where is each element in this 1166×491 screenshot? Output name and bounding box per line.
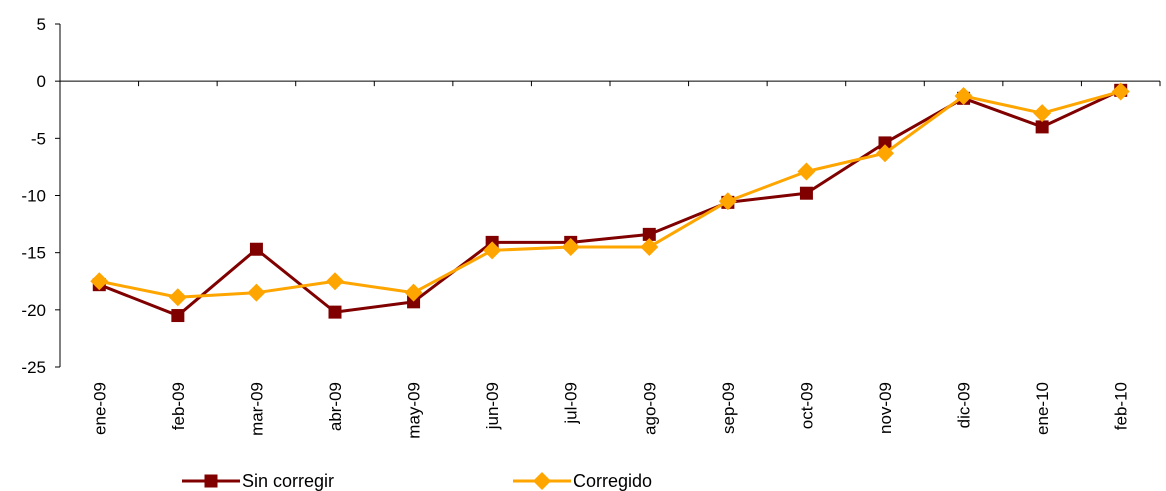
data-point: [640, 237, 659, 256]
data-point: [328, 305, 342, 319]
data-point: [1111, 82, 1130, 101]
legend-label: Sin corregir: [242, 471, 334, 491]
data-point: [954, 87, 973, 106]
series-line: [98, 90, 1122, 299]
y-tick-label: -5: [31, 129, 46, 148]
data-point: [483, 241, 502, 260]
legend-marker: [204, 474, 218, 488]
axes: [59, 24, 1160, 367]
data-point: [799, 186, 813, 200]
x-tick-label: ago-09: [640, 382, 659, 435]
x-tick-label: jun-09: [483, 382, 502, 430]
data-point: [326, 272, 344, 291]
x-tick-label: nov-09: [876, 382, 895, 434]
data-point: [1035, 120, 1049, 134]
series-sin-corregir: [92, 83, 1128, 323]
data-point: [407, 295, 421, 309]
legend-label: Corregido: [573, 471, 652, 491]
x-tick-label: feb-09: [169, 382, 188, 430]
data-point: [797, 162, 816, 181]
x-tick-label: ene-10: [1033, 382, 1052, 435]
legend-marker: [533, 472, 551, 490]
data-point: [90, 272, 109, 291]
y-tick-label: 0: [37, 72, 46, 91]
series-layer: [90, 82, 1130, 323]
y-ticks: 5 0 -5 -10 -15 -20 -25: [21, 15, 60, 377]
x-tick-label: mar-09: [247, 382, 266, 436]
x-tick-label: dic-09: [955, 382, 974, 428]
y-tick-label: -10: [21, 187, 46, 206]
x-tick-label: may-09: [405, 382, 424, 439]
series-corregido: [90, 82, 1130, 307]
data-point: [878, 136, 892, 150]
data-point: [171, 309, 185, 323]
data-point: [642, 227, 656, 241]
data-point: [404, 283, 423, 302]
y-tick-label: -25: [21, 358, 46, 377]
y-tick-label: -15: [21, 244, 46, 263]
y-tick-label: 5: [37, 15, 46, 34]
data-point: [168, 288, 187, 307]
data-point: [249, 242, 263, 256]
x-tick-label: abr-09: [326, 382, 345, 431]
x-tick-label: oct-09: [797, 382, 816, 429]
data-point: [561, 237, 580, 256]
data-point: [247, 283, 266, 302]
x-ticks: ene-09 feb-09 mar-09 abr-09 may-09 jun-09 jul-…: [59, 81, 1161, 439]
x-tick-label: ene-09: [90, 382, 109, 435]
series-line: [98, 88, 1122, 318]
x-tick-label: jul-09: [562, 382, 581, 425]
data-point: [718, 192, 737, 211]
legend-item: Sin corregir: [182, 471, 334, 491]
data-point: [876, 144, 894, 163]
x-tick-label: sep-09: [719, 382, 738, 434]
data-point: [1033, 104, 1052, 123]
legend: Sin corregir Corregido: [182, 471, 652, 491]
legend-item: Corregido: [513, 471, 652, 491]
x-tick-label: feb-10: [1112, 382, 1131, 430]
y-tick-label: -20: [21, 301, 46, 320]
